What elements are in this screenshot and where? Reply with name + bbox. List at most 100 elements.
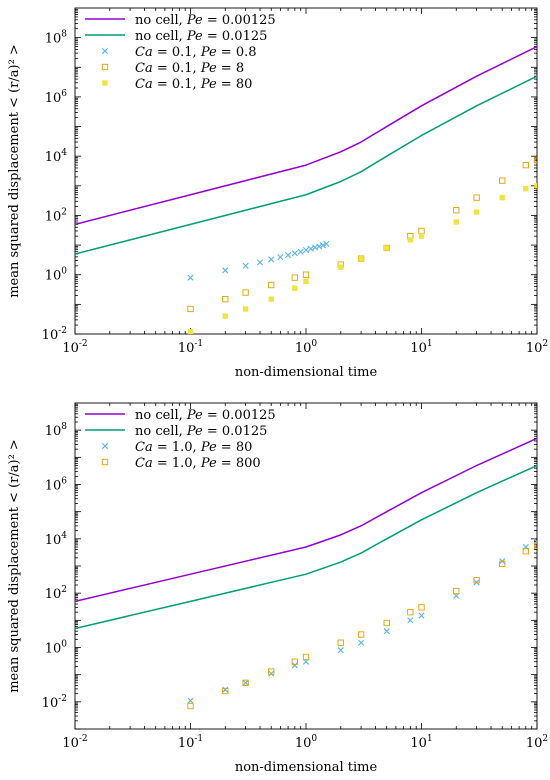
data-point — [384, 245, 390, 251]
data-point — [358, 639, 365, 646]
data-point — [268, 281, 275, 289]
series-line — [75, 464, 537, 630]
data-layer — [75, 45, 537, 334]
y-axis-title: mean squared displacement < (r/a)² > — [7, 44, 22, 298]
series-no-cell-pe-0-00125 — [75, 437, 537, 603]
data-point — [222, 313, 228, 319]
series-no-cell-pe-0-0125 — [75, 75, 537, 255]
x-tick-label: 102 — [526, 734, 548, 751]
data-point — [407, 609, 414, 616]
y-tick-label: 108 — [45, 30, 68, 47]
data-point — [302, 246, 310, 254]
data-point — [407, 237, 414, 243]
data-point — [418, 227, 425, 235]
data-layer — [75, 437, 537, 710]
x-axis-title: non-dimensional time — [235, 365, 378, 380]
data-point — [242, 262, 249, 269]
data-point — [187, 305, 194, 313]
bottom-chart-panel: 10-2 10-1 100 101 102 10-2 100 102 104 106 108 non-… — [7, 402, 548, 775]
top-chart-panel: 10-2 10-1 100 101 102 10-2 100 102 104 106 108 non-… — [7, 7, 548, 380]
legend-label: no cell, Pe = 0.00125 — [135, 408, 276, 423]
series-ca-0-1-pe-0-8 — [187, 240, 330, 281]
x-tick-label: 10-1 — [178, 734, 203, 751]
data-point — [453, 219, 459, 225]
legend-label: Ca = 1.0, Pe = 80 — [135, 440, 252, 455]
data-point — [242, 306, 249, 312]
data-point — [268, 670, 275, 677]
legend-swatch — [101, 442, 109, 450]
series-ca-0-1-pe-80 — [187, 183, 537, 334]
data-point — [522, 161, 529, 169]
x-tick-label: 10-2 — [62, 734, 87, 751]
data-point — [277, 254, 284, 261]
data-point — [319, 242, 326, 249]
data-point — [242, 289, 249, 296]
series-no-cell-pe-0-0125 — [75, 464, 537, 630]
series-line — [75, 45, 537, 226]
data-point — [312, 244, 319, 251]
data-point — [473, 577, 480, 584]
y-axis-title: mean squared displacement < (r/a)² > — [7, 439, 22, 693]
data-point — [337, 639, 344, 646]
data-point — [242, 679, 249, 686]
x-axis-title: non-dimensional time — [235, 760, 378, 775]
data-point — [338, 264, 344, 270]
data-point — [256, 259, 264, 266]
data-point — [407, 617, 414, 624]
y-tick-label: 10-2 — [42, 326, 67, 343]
series-ca-1-0-pe-800 — [187, 542, 537, 710]
y-tick-label: 102 — [45, 585, 67, 602]
y-tick-label: 108 — [45, 422, 68, 439]
legend-swatch — [102, 80, 108, 86]
y-tick-label: 106 — [45, 477, 68, 494]
legend-swatch — [101, 63, 109, 71]
data-point — [323, 240, 330, 247]
legend-label: Ca = 0.1, Pe = 0.8 — [135, 45, 257, 60]
data-point — [383, 628, 390, 635]
data-point — [418, 604, 425, 611]
data-point — [357, 631, 365, 638]
data-point — [499, 560, 506, 567]
y-tick-label: 104 — [45, 531, 68, 548]
x-tick-label: 101 — [410, 339, 432, 356]
x-tick-label: 100 — [295, 339, 318, 356]
data-point — [473, 194, 480, 201]
data-point — [534, 183, 537, 189]
series-line — [75, 75, 537, 255]
y-tick-label: 100 — [45, 640, 68, 657]
x-tick-label: 10-2 — [62, 339, 87, 356]
y-tick-label: 104 — [45, 148, 68, 165]
x-tick-label: 102 — [526, 339, 548, 356]
legend-label: Ca = 0.1, Pe = 8 — [135, 61, 244, 76]
data-point — [292, 285, 298, 291]
legend-swatch — [101, 458, 109, 466]
data-point — [222, 686, 229, 693]
series-ca-1-0-pe-80 — [187, 538, 537, 704]
data-point — [337, 647, 344, 654]
data-point — [316, 243, 323, 250]
data-point — [222, 295, 229, 303]
legend-label: Ca = 0.1, Pe = 80 — [135, 77, 252, 92]
data-point — [187, 274, 194, 281]
data-point — [473, 209, 480, 215]
data-point — [533, 542, 537, 550]
legend-swatch — [101, 47, 109, 55]
y-tick-label: 10-2 — [42, 694, 67, 711]
data-point — [533, 156, 537, 164]
data-point — [453, 587, 460, 595]
x-tick-label: 101 — [410, 734, 432, 751]
series-line — [75, 437, 537, 603]
data-point — [302, 271, 310, 278]
data-point — [291, 274, 298, 281]
data-point — [383, 619, 390, 627]
data-point — [418, 612, 425, 619]
data-point — [418, 233, 425, 239]
y-tick-label: 106 — [45, 89, 68, 106]
data-point — [291, 658, 298, 665]
series-no-cell-pe-0-00125 — [75, 45, 537, 226]
data-point — [268, 668, 275, 675]
data-point — [242, 679, 249, 686]
